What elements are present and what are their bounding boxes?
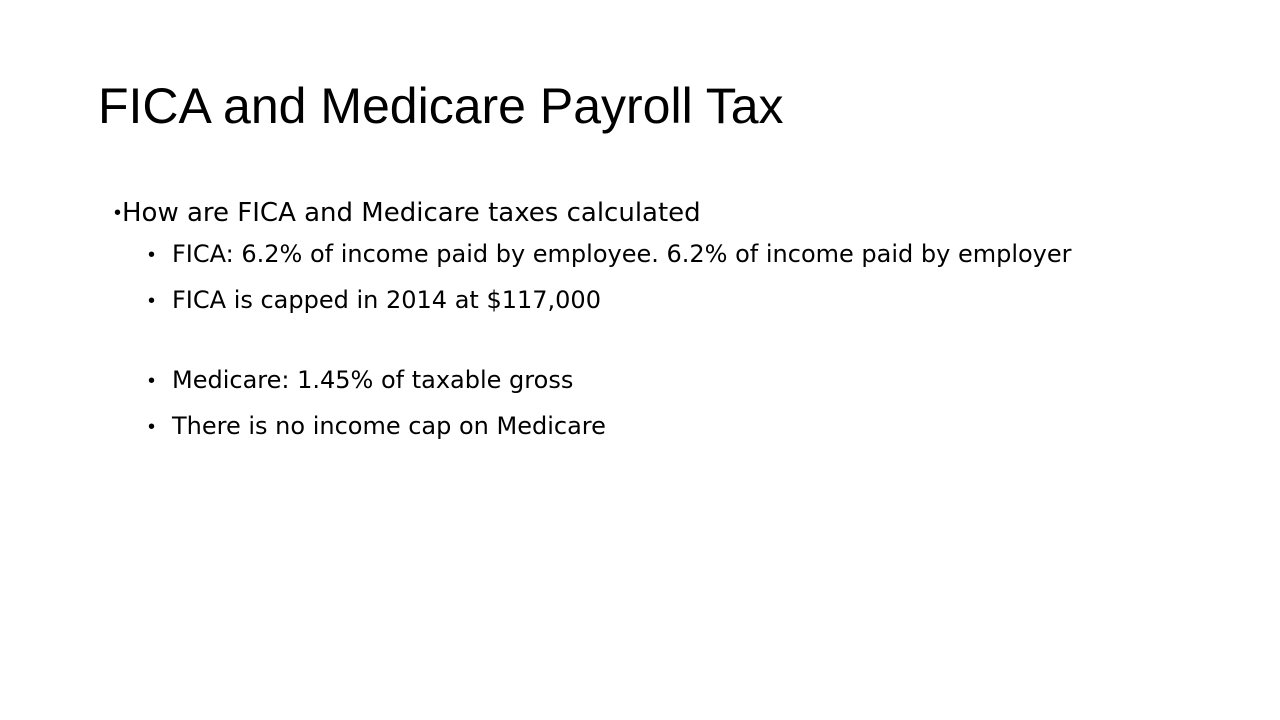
bullet-dot-icon: • — [148, 290, 156, 312]
bullet-text: FICA is capped in 2014 at $117,000 — [172, 286, 601, 314]
slide-title: FICA and Medicare Payroll Tax — [98, 78, 784, 134]
bullet-item-fica-cap: • FICA is capped in 2014 at $117,000 — [98, 283, 1178, 317]
bullet-item-calculation: • How are FICA and Medicare taxes calcul… — [98, 195, 1178, 231]
bullet-text: FICA: 6.2% of income paid by employee. 6… — [172, 240, 1072, 268]
bullet-item-medicare-rate: • Medicare: 1.45% of taxable gross — [98, 363, 1178, 397]
bullet-text: How are FICA and Medicare taxes calculat… — [122, 198, 701, 228]
bullet-dot-icon: • — [114, 202, 122, 224]
bullet-dot-icon: • — [148, 416, 156, 438]
bullet-list: • How are FICA and Medicare taxes calcul… — [98, 195, 1178, 455]
bullet-dot-icon: • — [148, 370, 156, 392]
bullet-text: There is no income cap on Medicare — [172, 412, 606, 440]
bullet-dot-icon: • — [148, 244, 156, 266]
bullet-spacer — [98, 329, 1178, 363]
bullet-item-medicare-cap: • There is no income cap on Medicare — [98, 409, 1178, 443]
bullet-text: Medicare: 1.45% of taxable gross — [172, 366, 574, 394]
bullet-item-fica-rate: • FICA: 6.2% of income paid by employee.… — [98, 237, 1178, 271]
